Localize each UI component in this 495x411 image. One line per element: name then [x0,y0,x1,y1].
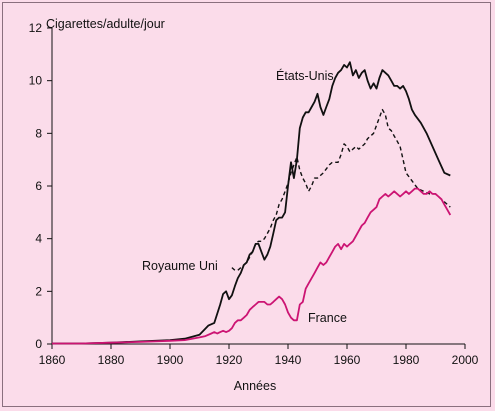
chart-frame [2,2,491,407]
y-tick-label: 12 [29,21,43,35]
axes [51,28,465,345]
series-label-usa: États-Unis [276,68,334,83]
series-label-france: France [308,311,347,325]
x-tick-label: 1980 [393,353,420,367]
y-tick-label: 6 [35,179,42,193]
y-axis-title: Cigarettes/adulte/jour [46,17,165,31]
ticks: 1860 1880 1900 1920 1940 1960 1980 2000 0 2 4 6 8 10 1… [29,21,479,367]
y-tick-label: 0 [35,337,42,351]
x-tick-label: 1940 [275,353,302,367]
x-tick-label: 2000 [452,353,479,367]
x-tick-label: 1920 [216,353,243,367]
x-tick-label: 1860 [39,353,66,367]
series-line-france [52,187,452,345]
series-label-uk: Royaume Uni [142,259,218,273]
y-tick-label: 8 [35,126,42,140]
series-lines [52,61,452,345]
y-tick-label: 4 [35,232,42,246]
x-tick-label: 1960 [334,353,361,367]
series-line-usa [52,61,451,345]
y-tick-label: 2 [35,284,42,298]
y-tick-label: 10 [29,74,43,88]
x-tick-label: 1900 [157,353,184,367]
x-axis-title: Années [234,379,276,393]
x-tick-label: 1880 [98,353,125,367]
series-line-uk [231,108,451,271]
